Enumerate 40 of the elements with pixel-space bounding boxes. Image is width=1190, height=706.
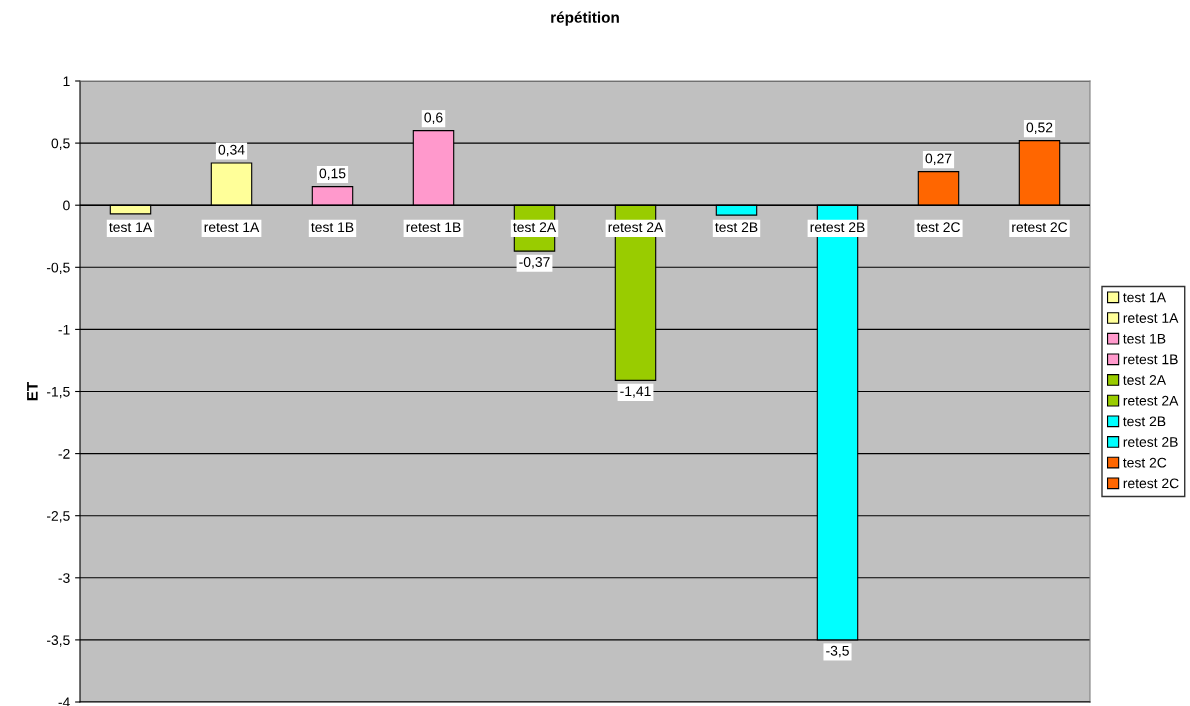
- data-label: 0,27: [925, 153, 952, 166]
- y-axis-title: ET: [27, 381, 38, 401]
- y-tick-label: -3,5: [46, 635, 70, 647]
- legend-label: retest 2A: [1123, 395, 1179, 406]
- text: retest 1A: [204, 222, 260, 233]
- text: retest 2B: [810, 222, 865, 233]
- legend-label: retest 2C: [1123, 478, 1179, 489]
- legend-label: test 1B: [1123, 333, 1166, 344]
- text: test 1B: [311, 222, 354, 233]
- y-tick-label: -1: [58, 324, 70, 335]
- y-tick-label: 1: [63, 76, 70, 87]
- data-label: 0,6: [424, 112, 443, 125]
- data-label: 0,52: [1026, 122, 1053, 134]
- y-tick-label: -2: [58, 448, 70, 459]
- legend-label: test 2A: [1123, 375, 1167, 385]
- text: test 2C: [916, 222, 960, 233]
- text: test 2B: [715, 222, 758, 233]
- text: retest 1B: [406, 222, 461, 233]
- text: retest 2C: [1012, 222, 1068, 233]
- data-label: -0,37: [519, 257, 550, 269]
- data-label: 0,15: [319, 168, 346, 180]
- text: test 2A: [513, 222, 557, 233]
- y-tick-label: -2,5: [46, 511, 70, 523]
- legend-label: test 2B: [1123, 416, 1166, 427]
- legend-label: test 2C: [1123, 457, 1167, 468]
- legend-label: retest 1A: [1123, 313, 1179, 323]
- legend-label: retest 1B: [1123, 354, 1178, 365]
- text: retest 2A: [608, 222, 664, 233]
- legend-label: test 1A: [1123, 292, 1167, 303]
- text: test 1A: [109, 222, 153, 233]
- chart-title: répétition: [551, 11, 619, 26]
- y-tick-label: 0,5: [51, 138, 70, 150]
- data-label: -1,41: [620, 386, 651, 398]
- y-tick-label: 0: [63, 200, 70, 211]
- legend-label: retest 2B: [1123, 437, 1178, 447]
- y-tick-label: -0,5: [46, 262, 70, 275]
- y-tick-label: -1,5: [46, 386, 70, 399]
- data-label: 0,34: [218, 144, 245, 157]
- y-tick-label: -3: [58, 573, 70, 583]
- data-label: -3,5: [826, 645, 849, 658]
